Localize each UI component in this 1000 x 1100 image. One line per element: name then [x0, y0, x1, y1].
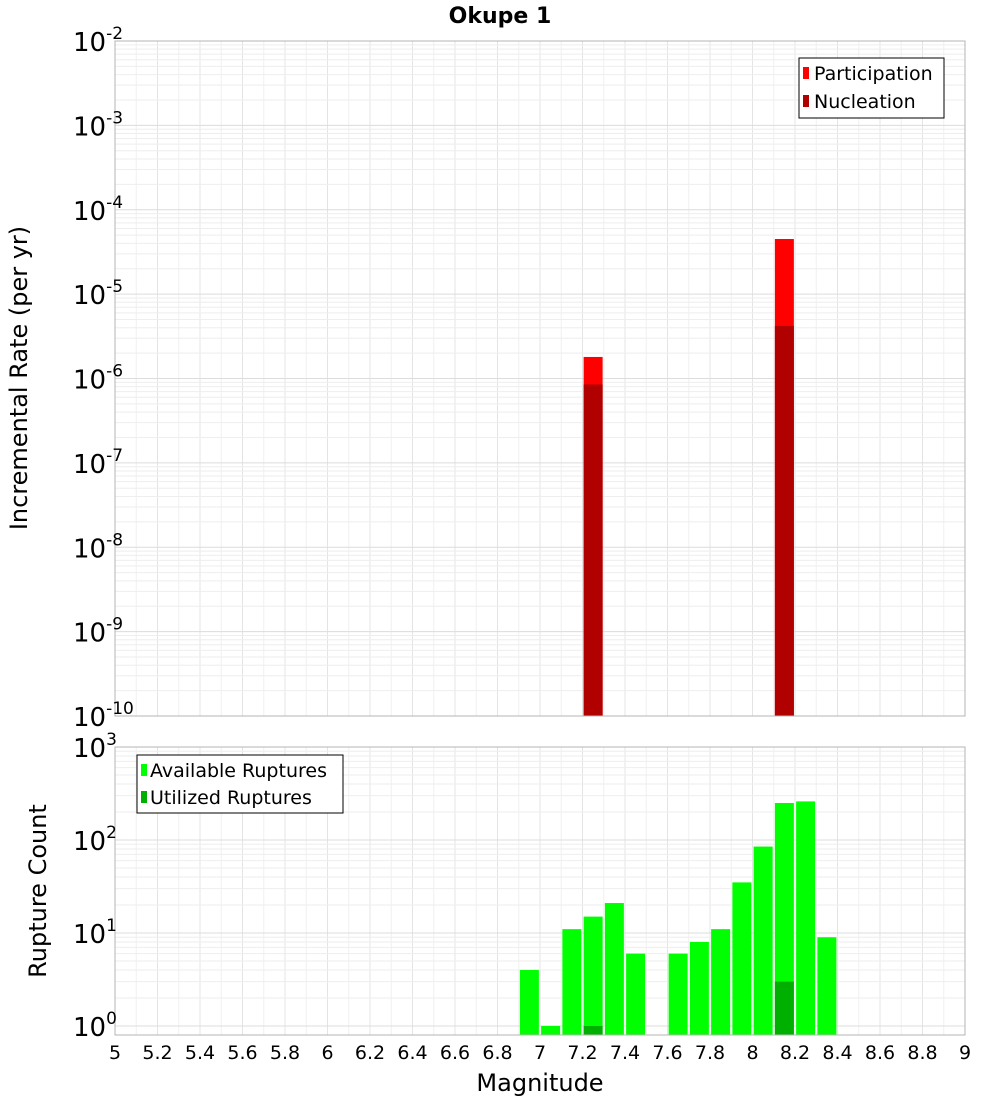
x-tick-label: 6.8	[482, 1042, 512, 1064]
count-bar-utilized	[583, 1025, 603, 1035]
x-tick-label: 8	[746, 1042, 758, 1064]
count-bar-available	[668, 953, 688, 1035]
x-tick-label: 6.2	[355, 1042, 385, 1064]
rate-grid	[114, 41, 966, 717]
legend-label-utilized: Utilized Ruptures	[150, 787, 312, 809]
count-y-ticks: 100 101 102 103	[73, 730, 117, 1043]
rate-y-tick-label: 10-9	[73, 615, 123, 649]
count-bars	[519, 801, 837, 1035]
count-bar-available	[732, 882, 752, 1035]
x-tick-label: 7.4	[610, 1042, 640, 1064]
legend-swatch-participation	[803, 67, 809, 79]
count-plot-frame	[114, 746, 966, 1036]
rate-y-tick-label: 10-4	[73, 193, 123, 227]
rate-y-axis-title: Incremental Rate (per yr)	[5, 226, 33, 530]
x-tick-label: 5.8	[270, 1042, 300, 1064]
legend-label-participation: Participation	[814, 63, 933, 85]
count-bar-available	[753, 846, 773, 1035]
x-tick-label: 9	[959, 1042, 971, 1064]
x-tick-label: 8.6	[865, 1042, 895, 1064]
chart-title: Okupe 1	[449, 4, 552, 29]
x-tick-label: 7.8	[695, 1042, 725, 1064]
legend-label-nucleation: Nucleation	[814, 91, 916, 113]
count-panel: 100 101 102 103 5 5.2 5.4 5.6 5.8 6 6.2 6.4 6.6 6.8 7…	[24, 730, 971, 1097]
count-bar-utilized	[774, 981, 794, 1035]
legend-swatch-available	[141, 764, 147, 776]
rate-bars	[583, 239, 794, 716]
x-tick-label: 5.6	[227, 1042, 257, 1064]
x-tick-label: 7.2	[567, 1042, 597, 1064]
count-bar-available	[519, 969, 539, 1035]
count-bar-available	[774, 802, 794, 1035]
legend-swatch-nucleation	[803, 95, 809, 107]
count-bar-available	[817, 937, 837, 1035]
rate-y-tick-label: 10-6	[73, 362, 123, 396]
x-ticks: 5 5.2 5.4 5.6 5.8 6 6.2 6.4 6.6 6.8 7 7.2 7.4 7.6 7.8 8…	[109, 1042, 971, 1064]
rate-y-tick-label: 10-7	[73, 446, 123, 480]
rate-y-tick-label: 10-5	[73, 277, 123, 311]
x-axis-title: Magnitude	[476, 1069, 603, 1097]
rate-y-tick-label: 10-8	[73, 530, 123, 564]
count-bar-available	[626, 953, 646, 1035]
count-bar-available	[711, 929, 731, 1035]
x-tick-label: 7.6	[652, 1042, 682, 1064]
rate-bar-nucleation	[774, 325, 794, 716]
x-tick-label: 6.6	[440, 1042, 470, 1064]
legend-label-available: Available Ruptures	[150, 760, 327, 782]
count-y-axis-title: Rupture Count	[24, 804, 52, 978]
count-bar-available	[562, 929, 582, 1035]
rate-legend-box	[798, 57, 945, 119]
count-bar-available	[689, 942, 709, 1035]
count-bar-available	[583, 916, 603, 1035]
count-y-tick-label: 101	[73, 916, 117, 950]
count-legend: Available Ruptures Utilized Ruptures	[136, 754, 344, 814]
x-tick-label: 5.2	[142, 1042, 172, 1064]
x-tick-label: 8.2	[780, 1042, 810, 1064]
rate-panel: 10-10 10-9 10-8 10-7 10-6 10-5 10-4 10-3 10-2 In…	[5, 24, 966, 733]
rate-y-tick-label: 10-10	[73, 699, 134, 733]
x-tick-label: 6	[321, 1042, 333, 1064]
x-tick-label: 5	[109, 1042, 121, 1064]
x-tick-label: 6.4	[397, 1042, 427, 1064]
rate-legend: Participation Nucleation	[798, 57, 945, 119]
rate-y-tick-label: 10-3	[73, 108, 123, 142]
rate-bar-nucleation	[583, 384, 603, 716]
rate-plot-frame	[114, 40, 966, 717]
count-bar-available	[604, 903, 624, 1035]
count-bar-available	[541, 1025, 561, 1035]
x-tick-label: 5.4	[185, 1042, 215, 1064]
rate-y-tick-label: 10-2	[73, 24, 123, 58]
count-y-tick-label: 100	[73, 1009, 117, 1043]
count-y-tick-label: 102	[73, 823, 117, 857]
count-legend-box	[136, 754, 344, 814]
x-tick-label: 8.4	[822, 1042, 852, 1064]
count-bar-available	[796, 801, 816, 1035]
legend-swatch-utilized	[141, 791, 147, 803]
count-y-tick-label: 103	[73, 730, 117, 764]
x-tick-label: 8.8	[907, 1042, 937, 1064]
x-tick-label: 7	[534, 1042, 546, 1064]
